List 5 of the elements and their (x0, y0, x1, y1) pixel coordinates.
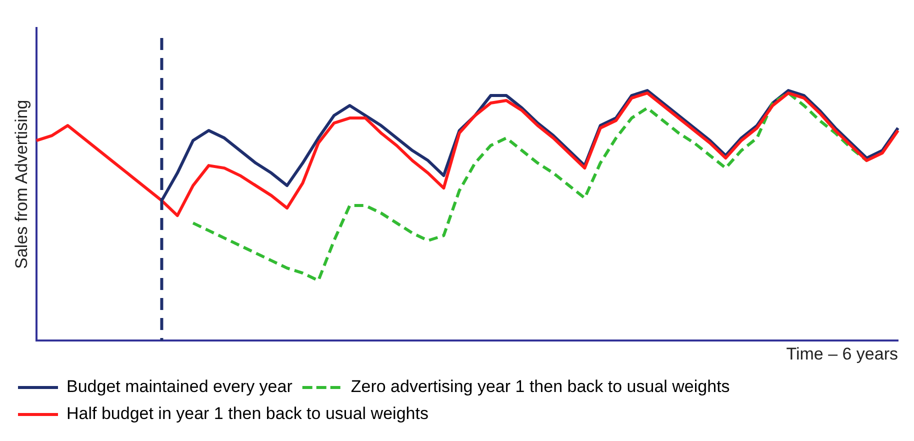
x-axis-title: Time – 6 years (786, 344, 898, 364)
legend-label: Half budget in year 1 then back to usual weights (66, 404, 428, 424)
y-axis-title: Sales from Advertising (12, 100, 31, 269)
legend-label: Zero advertising year 1 then back to usual weights (350, 377, 730, 396)
legend-label: Budget maintained every year (66, 377, 293, 396)
